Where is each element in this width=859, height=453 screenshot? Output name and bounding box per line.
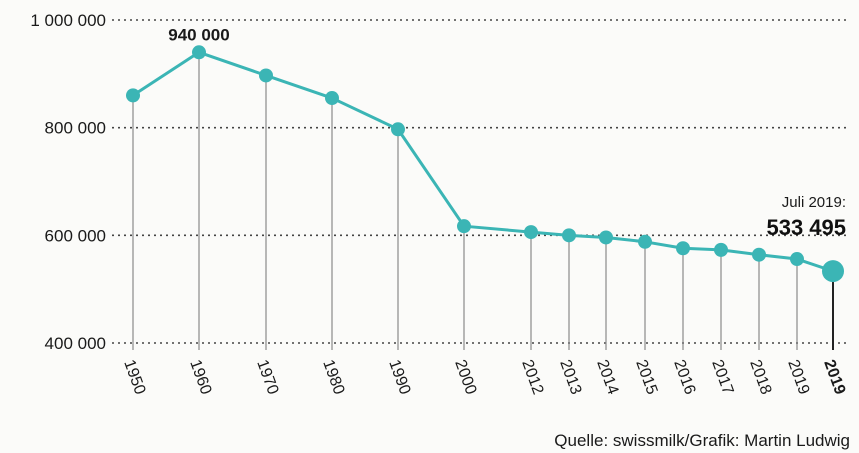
y-axis: 400 000 600 000 800 000 1 000 000 [30,11,106,353]
x-tick-label: 2019 [784,358,812,397]
series-polyline [132,50,834,273]
data-point [638,234,652,249]
data-point [126,88,140,103]
x-tick-label: 2019 [820,358,848,397]
x-tick-label: 2016 [670,358,698,397]
x-tick-label: 2015 [632,358,660,397]
data-point [676,241,690,256]
y-tick-label: 1 000 000 [30,11,106,30]
y-tick-label: 800 000 [45,119,106,138]
source-credit: Quelle: swissmilk/Grafik: Martin Ludwig [554,431,850,450]
x-tick-label: 1980 [319,358,347,397]
x-tick-label: 2018 [746,358,774,397]
x-tick-label: 1950 [120,358,148,397]
data-point [524,225,538,240]
data-point [562,228,576,243]
data-point [714,242,728,257]
x-tick-label: 1970 [253,358,281,397]
x-tick-label: 2013 [556,358,584,397]
series-line [132,50,834,273]
data-point [752,247,766,262]
data-point [599,230,613,245]
x-tick-label: 2000 [451,358,479,397]
y-tick-label: 600 000 [45,226,106,245]
data-point [457,219,471,234]
data-point [391,122,405,137]
last-point-value-label: 533 495 [766,215,846,240]
data-point [192,45,206,60]
x-tick-label: 2012 [518,358,546,397]
x-tick-label: 2014 [593,358,621,397]
data-points [126,45,844,283]
last-point-caption: Juli 2019: [782,194,846,211]
x-axis: 1950 1960 1970 1980 1990 2000 2012 2013 2014 2015… [120,358,848,397]
drop-lines [132,52,834,350]
x-tick-label: 2017 [708,358,736,397]
y-tick-label: 400 000 [45,334,106,353]
gridlines [112,19,848,344]
data-point [325,91,339,106]
x-tick-label: 1960 [186,358,214,397]
peak-value-label: 940 000 [168,25,229,44]
x-tick-label: 1990 [385,358,413,397]
last-data-point [822,260,844,283]
data-point [790,252,804,267]
data-point [259,68,273,83]
